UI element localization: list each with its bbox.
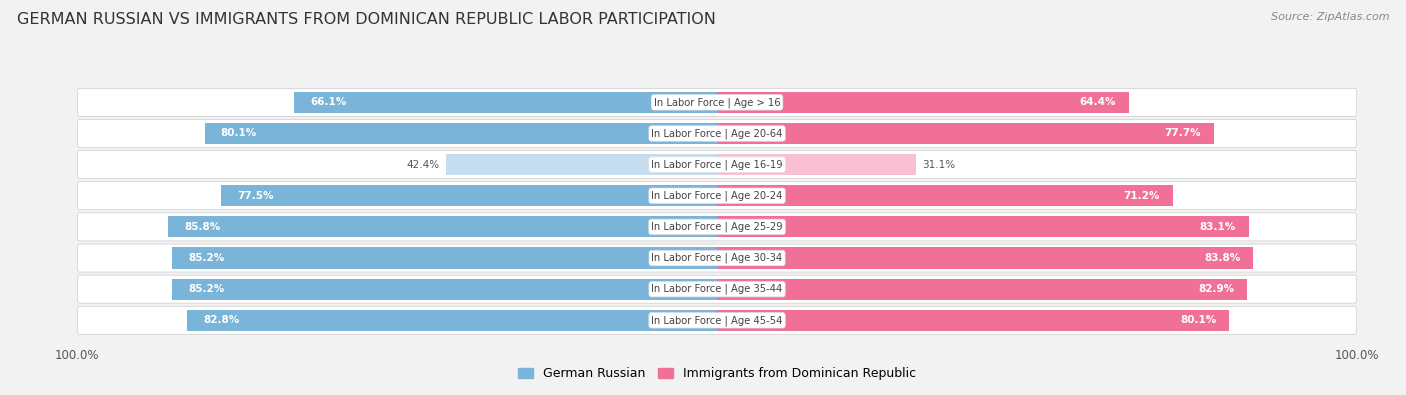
- Bar: [294, 92, 717, 113]
- Text: In Labor Force | Age 25-29: In Labor Force | Age 25-29: [651, 222, 783, 232]
- Bar: [172, 278, 717, 300]
- Bar: [717, 123, 1215, 144]
- Bar: [187, 310, 717, 331]
- Bar: [169, 216, 717, 237]
- FancyBboxPatch shape: [77, 275, 1357, 303]
- FancyBboxPatch shape: [77, 182, 1357, 210]
- Text: In Labor Force | Age > 16: In Labor Force | Age > 16: [654, 97, 780, 107]
- Text: 77.5%: 77.5%: [238, 191, 274, 201]
- Bar: [717, 310, 1229, 331]
- Text: In Labor Force | Age 45-54: In Labor Force | Age 45-54: [651, 315, 783, 325]
- Text: 82.8%: 82.8%: [204, 315, 239, 325]
- Text: GERMAN RUSSIAN VS IMMIGRANTS FROM DOMINICAN REPUBLIC LABOR PARTICIPATION: GERMAN RUSSIAN VS IMMIGRANTS FROM DOMINI…: [17, 12, 716, 27]
- Text: 85.2%: 85.2%: [188, 253, 224, 263]
- FancyBboxPatch shape: [77, 213, 1357, 241]
- Bar: [717, 92, 1129, 113]
- FancyBboxPatch shape: [77, 119, 1357, 147]
- Bar: [717, 154, 917, 175]
- Bar: [717, 247, 1253, 269]
- Text: 82.9%: 82.9%: [1198, 284, 1234, 294]
- Text: In Labor Force | Age 30-34: In Labor Force | Age 30-34: [651, 253, 783, 263]
- Text: In Labor Force | Age 35-44: In Labor Force | Age 35-44: [651, 284, 783, 294]
- Text: 42.4%: 42.4%: [406, 160, 440, 169]
- Bar: [172, 247, 717, 269]
- FancyBboxPatch shape: [77, 150, 1357, 179]
- Text: 83.1%: 83.1%: [1199, 222, 1236, 232]
- Bar: [221, 185, 717, 206]
- Text: 66.1%: 66.1%: [311, 97, 346, 107]
- Text: 80.1%: 80.1%: [1181, 315, 1216, 325]
- Text: In Labor Force | Age 16-19: In Labor Force | Age 16-19: [651, 159, 783, 170]
- Text: 85.8%: 85.8%: [184, 222, 221, 232]
- FancyBboxPatch shape: [77, 306, 1357, 334]
- Text: Source: ZipAtlas.com: Source: ZipAtlas.com: [1271, 12, 1389, 22]
- Text: 85.2%: 85.2%: [188, 284, 224, 294]
- Bar: [717, 278, 1247, 300]
- FancyBboxPatch shape: [77, 88, 1357, 117]
- FancyBboxPatch shape: [77, 244, 1357, 272]
- Text: In Labor Force | Age 20-64: In Labor Force | Age 20-64: [651, 128, 783, 139]
- Text: 83.8%: 83.8%: [1204, 253, 1240, 263]
- Text: In Labor Force | Age 20-24: In Labor Force | Age 20-24: [651, 190, 783, 201]
- Legend: German Russian, Immigrants from Dominican Republic: German Russian, Immigrants from Dominica…: [513, 362, 921, 385]
- Bar: [446, 154, 717, 175]
- Bar: [717, 216, 1249, 237]
- Bar: [717, 185, 1173, 206]
- Text: 31.1%: 31.1%: [922, 160, 956, 169]
- Text: 77.7%: 77.7%: [1164, 128, 1201, 139]
- Text: 71.2%: 71.2%: [1123, 191, 1160, 201]
- Bar: [205, 123, 717, 144]
- Text: 64.4%: 64.4%: [1080, 97, 1116, 107]
- Text: 80.1%: 80.1%: [221, 128, 257, 139]
